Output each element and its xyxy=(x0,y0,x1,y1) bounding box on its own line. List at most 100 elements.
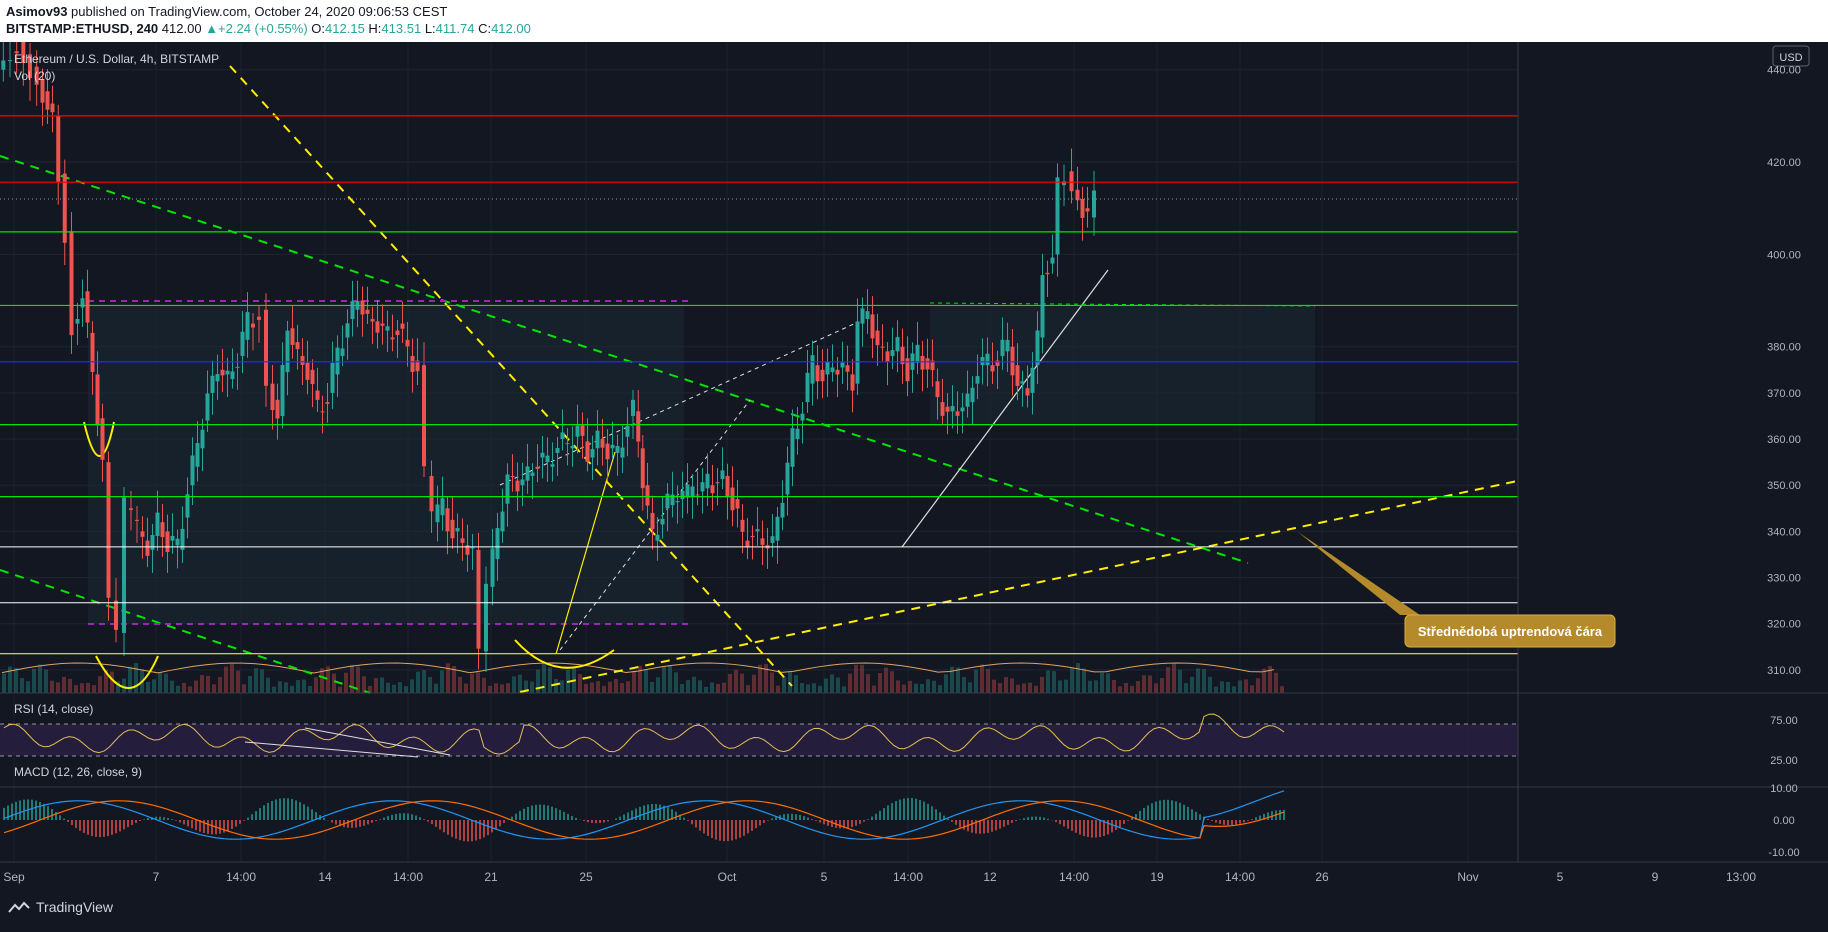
volume-bar xyxy=(986,668,990,693)
candle-body xyxy=(945,406,950,412)
rsi-tick-label: 25.00 xyxy=(1770,755,1798,767)
volume-bar xyxy=(404,686,408,693)
price-chart[interactable]: 430.00415.64404.87388.94376.73363.12347.… xyxy=(0,29,1828,927)
candle-body xyxy=(190,455,195,486)
candle-body xyxy=(205,393,210,421)
candle-body xyxy=(675,501,680,503)
volume-bar xyxy=(1262,668,1266,693)
volume-bar xyxy=(836,677,840,693)
volume-bar xyxy=(170,680,174,693)
candle-body xyxy=(422,365,426,467)
candle-body xyxy=(450,519,455,539)
candle-body xyxy=(710,485,715,494)
volume-bar xyxy=(1166,667,1170,693)
volume-bar xyxy=(716,684,720,693)
x-tick-label: 14:00 xyxy=(893,870,923,884)
volume-bar xyxy=(974,669,978,693)
candle-body xyxy=(655,534,660,541)
candle-body xyxy=(345,323,350,338)
y-tick-label: 350.00 xyxy=(1767,480,1801,492)
candle-body xyxy=(970,387,975,403)
candle-body xyxy=(631,399,635,416)
candle-body xyxy=(28,54,32,79)
candle-body xyxy=(645,485,650,506)
candle-body xyxy=(875,330,880,346)
volume-bar xyxy=(536,669,540,693)
chart-area[interactable]: 430.00415.64404.87388.94376.73363.12347.… xyxy=(0,29,1828,927)
candle-body xyxy=(725,476,730,497)
volume-bar xyxy=(866,674,870,693)
x-tick-label: 25 xyxy=(579,870,593,884)
volume-bar xyxy=(470,674,474,693)
volume-bar xyxy=(518,674,522,693)
candle-body xyxy=(175,538,180,546)
volume-bar xyxy=(1124,682,1128,693)
candle-body xyxy=(1,60,6,70)
low-label: L: xyxy=(424,21,436,36)
tradingview-logo[interactable]: TradingView xyxy=(8,899,113,915)
candle-body xyxy=(445,508,450,532)
candle-body xyxy=(185,494,190,518)
candle-body xyxy=(690,486,695,497)
volume-bar xyxy=(326,666,330,693)
rsi-line xyxy=(3,713,1285,755)
volume-bar xyxy=(1238,680,1242,693)
candle-body xyxy=(815,365,820,382)
volume-bar xyxy=(158,672,162,693)
candle-body xyxy=(429,476,434,512)
candle-body xyxy=(720,470,725,480)
candle-body xyxy=(122,497,126,633)
x-tick-label: 14 xyxy=(318,870,332,884)
y-tick-label: 420.00 xyxy=(1767,157,1801,169)
candle-body xyxy=(575,425,580,437)
candle-body xyxy=(620,447,625,458)
candle-body xyxy=(1010,346,1015,376)
volume-bar xyxy=(194,680,198,693)
macd-legend: MACD (12, 26, close, 9) xyxy=(14,765,142,779)
volume-bar xyxy=(728,673,732,693)
currency-label: USD xyxy=(1779,52,1802,64)
macd-tick-label: 10.00 xyxy=(1770,783,1798,795)
candle-body xyxy=(1000,339,1005,356)
volume-bar xyxy=(344,672,348,693)
downtrend-line xyxy=(0,569,371,694)
candle-body xyxy=(380,323,385,326)
volume-bar xyxy=(584,683,588,693)
candle-body xyxy=(810,355,815,384)
volume-bar xyxy=(620,682,624,693)
volume-bar xyxy=(602,685,606,693)
volume-bar xyxy=(68,678,72,693)
candle-body xyxy=(1005,340,1010,352)
volume-bar xyxy=(1244,679,1248,693)
candle-body xyxy=(75,319,80,324)
volume-bar xyxy=(884,667,888,693)
candle-body xyxy=(985,353,990,366)
volume-bar xyxy=(416,671,420,693)
candle-body xyxy=(1020,381,1025,384)
callout-box xyxy=(1404,614,1616,648)
candle-body xyxy=(34,66,39,85)
volume-bar xyxy=(80,683,84,693)
candle-body xyxy=(715,482,720,484)
volume-bar xyxy=(1184,683,1188,693)
candle-body xyxy=(915,344,920,363)
macd-tick-label: 0.00 xyxy=(1773,815,1794,827)
volume-bar xyxy=(998,683,1002,693)
volume-bar xyxy=(824,678,828,693)
candle-body xyxy=(700,482,705,492)
author-name[interactable]: Asimov93 xyxy=(6,4,68,19)
volume-bar xyxy=(1082,668,1086,693)
candle-body xyxy=(625,426,630,437)
candle-body xyxy=(935,381,940,398)
candle-body xyxy=(545,455,550,463)
candle-body xyxy=(8,60,12,62)
volume-bar xyxy=(1226,681,1230,693)
candle-body xyxy=(520,479,525,486)
volume-bar xyxy=(290,685,294,693)
candle-body xyxy=(850,374,855,391)
volume-bar xyxy=(722,682,726,693)
downtrend-line xyxy=(0,155,1249,564)
rsi-legend: RSI (14, close) xyxy=(14,702,93,716)
volume-bar xyxy=(530,681,534,693)
volume-bar xyxy=(374,678,378,693)
